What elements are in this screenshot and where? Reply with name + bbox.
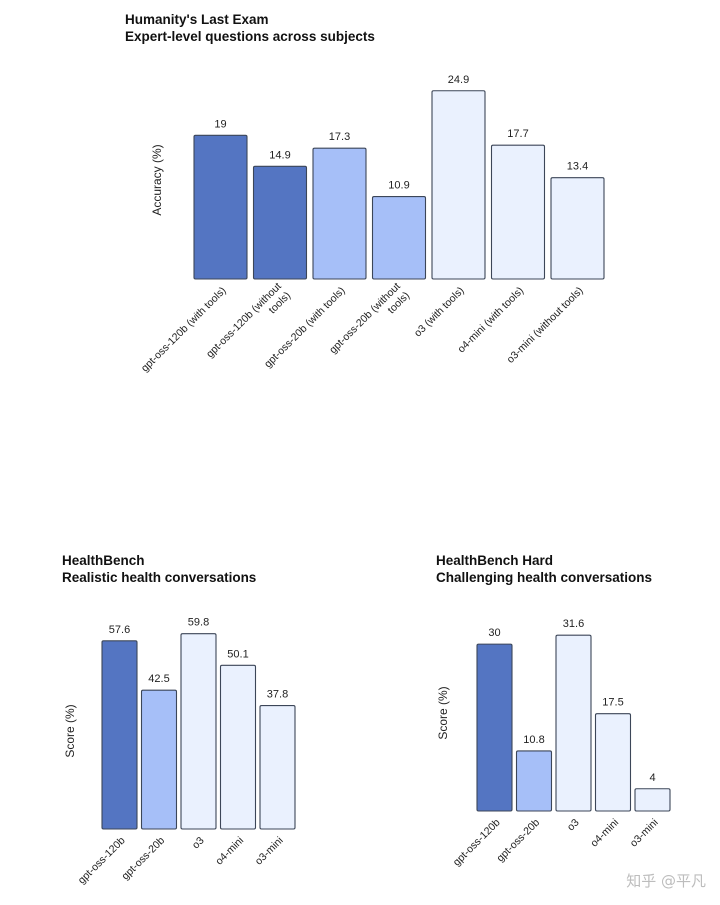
hle-bar-6 — [490, 144, 546, 280]
hb-title: HealthBench — [62, 553, 145, 568]
hb-bar-3 — [180, 633, 217, 830]
hbh-tick-label-5: o3-mini — [628, 817, 661, 850]
hbh-bar-2 — [515, 750, 553, 812]
hb-title-block: HealthBench Realistic health conversatio… — [62, 552, 256, 586]
hbh-tick-label-5-line-1: o3-mini — [628, 817, 661, 850]
hle-bar-5 — [431, 90, 486, 280]
hb-value-label-2: 42.5 — [148, 673, 169, 685]
hbh-tick-label-1-line-1: gpt-oss-120b — [451, 817, 503, 869]
hle-value-label-7: 13.4 — [567, 161, 588, 173]
hbh-tick-label-1: gpt-oss-120b — [451, 817, 503, 869]
hbh-bar-4 — [594, 713, 632, 812]
hle-value-label-6: 17.7 — [507, 128, 528, 140]
hbh-value-label-3: 31.6 — [563, 618, 584, 630]
hbh-tick-label-2-line-1: gpt-oss-20b — [494, 817, 542, 865]
hle-title: Humanity's Last Exam — [125, 12, 269, 27]
hb-bar-5 — [259, 704, 296, 830]
hbh-tick-label-2: gpt-oss-20b — [494, 817, 542, 865]
hle-value-label-2: 14.9 — [269, 149, 290, 161]
hbh-bar-1 — [476, 643, 513, 812]
hb-bar-2 — [140, 689, 178, 830]
hle-y-axis-label: Accuracy (%) — [150, 144, 164, 215]
hbh-tick-label-4-line-1: o4-mini — [588, 817, 621, 850]
hb-bar-1 — [101, 640, 138, 830]
hb-y-axis-label: Score (%) — [63, 704, 77, 757]
hle-subtitle: Expert-level questions across subjects — [125, 29, 375, 44]
hle-value-label-3: 17.3 — [329, 131, 350, 143]
hbh-y-axis-label: Score (%) — [436, 686, 450, 739]
hbh-value-label-1: 30 — [488, 627, 500, 639]
hb-bar-4 — [219, 664, 257, 830]
hb-value-label-3: 59.8 — [188, 617, 209, 629]
hle-value-label-5: 24.9 — [448, 74, 469, 86]
hb-value-label-5: 37.8 — [267, 689, 288, 701]
hbh-tick-label-4: o4-mini — [588, 817, 621, 850]
hle-value-label-1: 19 — [214, 118, 226, 130]
hbh-value-label-5: 4 — [649, 772, 655, 784]
hle-bar-1 — [193, 134, 248, 280]
hle-bar-4 — [371, 196, 427, 280]
hb-value-label-4: 50.1 — [227, 648, 248, 660]
hbh-title-block: HealthBench Hard Challenging health conv… — [436, 552, 652, 586]
hb-value-label-1: 57.6 — [109, 624, 130, 636]
hbh-value-label-2: 10.8 — [523, 734, 544, 746]
hbh-title: HealthBench Hard — [436, 553, 554, 568]
hle-bar-2 — [252, 165, 308, 280]
hle-value-label-4: 10.9 — [388, 180, 409, 192]
hbh-bar-3 — [555, 634, 592, 812]
hle-bar-3 — [312, 147, 367, 280]
hbh-tick-label-3: o3 — [565, 817, 582, 834]
hbh-subtitle: Challenging health conversations — [436, 570, 653, 585]
hbh-bar-5 — [634, 788, 671, 812]
hbh-tick-label-3-line-1: o3 — [565, 817, 582, 834]
hb-subtitle: Realistic health conversations — [62, 570, 257, 585]
hle-title-block: Humanity's Last Exam Expert-level questi… — [125, 11, 375, 45]
hbh-value-label-4: 17.5 — [602, 697, 623, 709]
hle-bar-7 — [550, 177, 605, 280]
watermark: 知乎 @平凡 — [626, 872, 706, 890]
